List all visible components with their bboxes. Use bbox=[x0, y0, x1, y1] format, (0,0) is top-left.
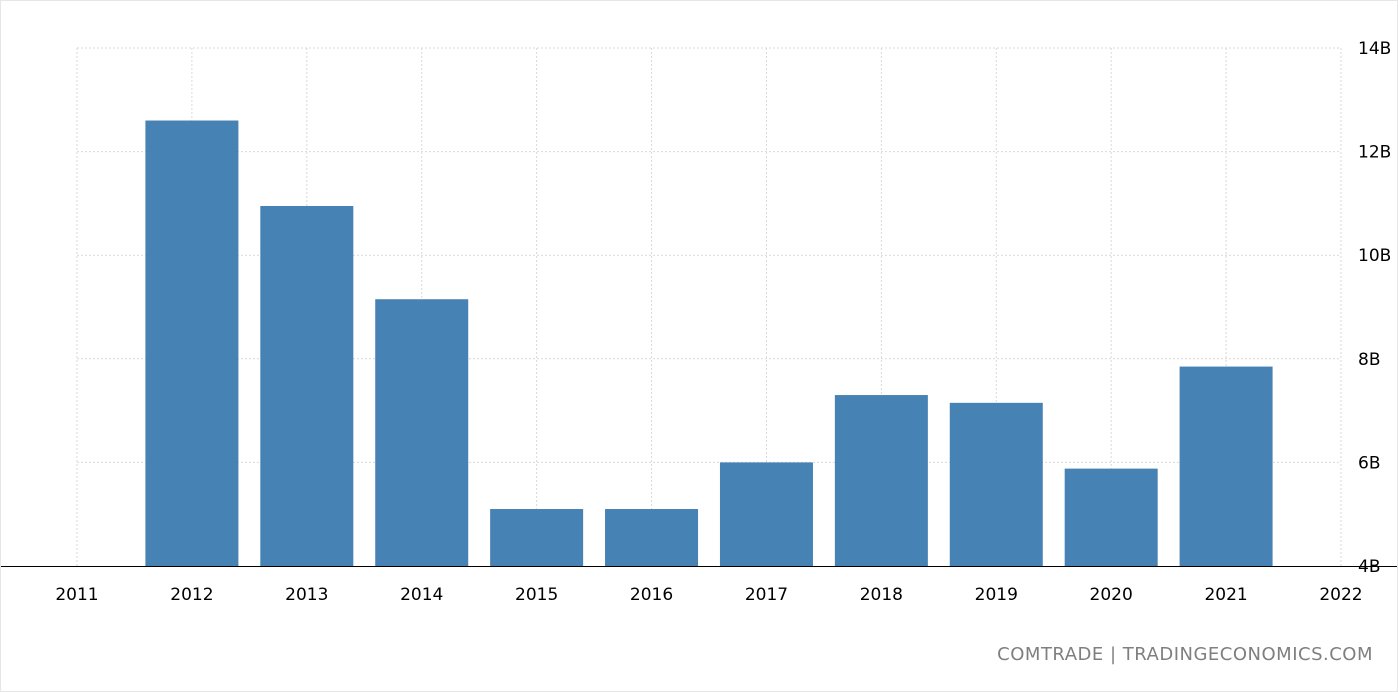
x-tick-label: 2017 bbox=[745, 585, 788, 605]
bar-2014[interactable] bbox=[375, 299, 469, 566]
x-tick-label: 2014 bbox=[400, 585, 443, 605]
x-tick-label: 2020 bbox=[1090, 585, 1133, 605]
bar-2012[interactable] bbox=[145, 120, 239, 567]
x-tick-labels: 2011 2012 2013 2014 2015 2016 2017 2018 2019 2020… bbox=[55, 585, 1362, 605]
x-tick-label: 2021 bbox=[1204, 585, 1247, 605]
x-tick-label: 2016 bbox=[630, 585, 673, 605]
bar-2013[interactable] bbox=[260, 205, 354, 567]
x-tick-label: 2013 bbox=[285, 585, 328, 605]
bar-2016[interactable] bbox=[605, 509, 699, 566]
y-tick-label: 4B bbox=[1358, 557, 1380, 577]
bar-2019[interactable] bbox=[949, 402, 1043, 566]
y-tick-label: 12B bbox=[1358, 143, 1391, 163]
bar-2015[interactable] bbox=[490, 509, 584, 566]
bars bbox=[145, 120, 1273, 567]
x-tick-label: 2022 bbox=[1319, 585, 1362, 605]
bar-2018[interactable] bbox=[834, 395, 928, 566]
bar-2021[interactable] bbox=[1179, 366, 1273, 566]
y-tick-labels: 4B 6B 8B 10B 12B 14B bbox=[1358, 39, 1391, 577]
grid-lines bbox=[76, 47, 1342, 566]
y-tick-label: 8B bbox=[1358, 350, 1380, 370]
x-tick-label: 2019 bbox=[975, 585, 1018, 605]
x-tick-label: 2012 bbox=[170, 585, 213, 605]
y-tick-label: 6B bbox=[1358, 453, 1380, 473]
bar-2017[interactable] bbox=[719, 462, 813, 566]
x-tick-label: 2015 bbox=[515, 585, 558, 605]
y-tick-label: 14B bbox=[1358, 39, 1391, 59]
y-tick-label: 10B bbox=[1358, 246, 1391, 266]
x-tick-label: 2011 bbox=[55, 585, 98, 605]
bar-2020[interactable] bbox=[1064, 468, 1158, 566]
source-credit: COMTRADE | TRADINGECONOMICS.COM bbox=[997, 644, 1373, 665]
x-tick-label: 2018 bbox=[860, 585, 903, 605]
